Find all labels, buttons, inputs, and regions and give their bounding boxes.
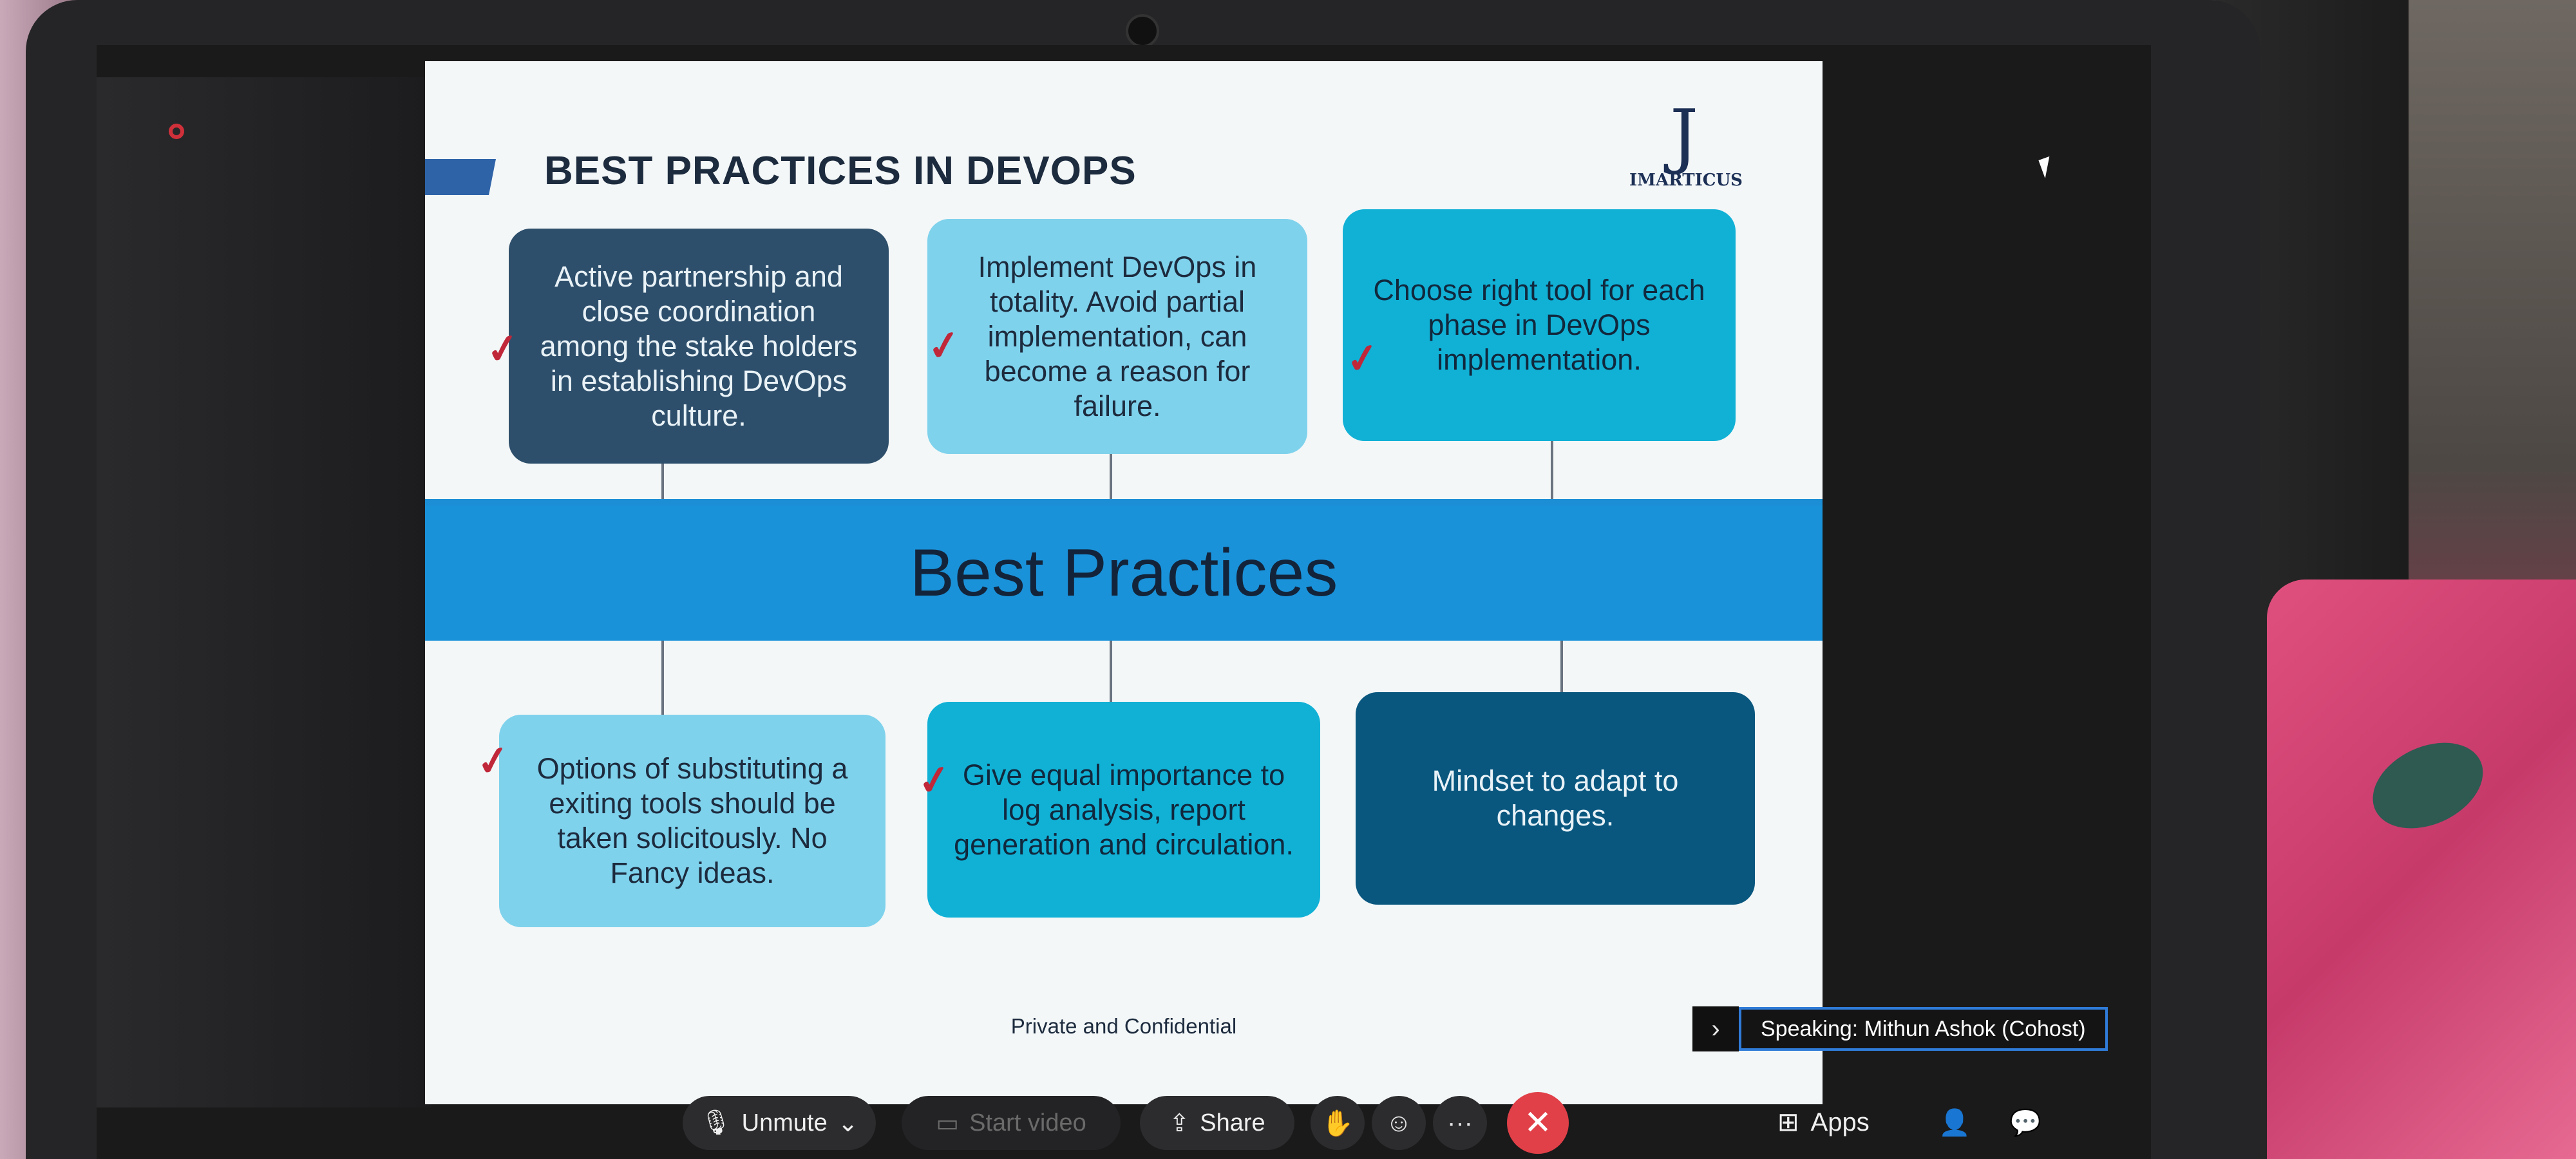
end-call-icon: ✕ bbox=[1524, 1104, 1552, 1142]
reactions-button[interactable]: ☺ bbox=[1372, 1096, 1426, 1150]
connector-line bbox=[661, 641, 664, 782]
logo-icon: J bbox=[1669, 94, 1699, 176]
apps-icon: ⊞ bbox=[1777, 1108, 1799, 1136]
more-options-button[interactable]: ··· bbox=[1433, 1096, 1487, 1150]
connector-line bbox=[661, 464, 664, 509]
speaking-label: Speaking: Mithun Ashok (Cohost) bbox=[1739, 1007, 2108, 1051]
share-label: Share bbox=[1200, 1109, 1265, 1136]
video-off-icon: ▭ bbox=[936, 1109, 960, 1137]
webcam bbox=[1126, 14, 1159, 48]
band-label: Best Practices bbox=[909, 535, 1338, 610]
checkmark-icon: ✓ bbox=[483, 325, 523, 374]
checkmark-icon: ✓ bbox=[1343, 334, 1383, 384]
share-button[interactable]: ⇪ Share bbox=[1140, 1096, 1294, 1150]
connector-line bbox=[1551, 441, 1553, 509]
unmute-button[interactable]: 🎙 Unmute ⌄ bbox=[683, 1096, 876, 1150]
unmute-label: Unmute bbox=[741, 1109, 828, 1136]
start-video-button[interactable]: ▭ Start video bbox=[902, 1096, 1121, 1150]
practice-box-6: Mindset to adapt to changes. bbox=[1356, 692, 1755, 905]
raise-hand-button[interactable]: ✋ bbox=[1311, 1096, 1365, 1150]
more-icon: ··· bbox=[1447, 1108, 1473, 1137]
reactions-icon: ☺ bbox=[1385, 1108, 1412, 1137]
share-icon: ⇪ bbox=[1169, 1109, 1190, 1137]
start-video-label: Start video bbox=[969, 1109, 1086, 1136]
meeting-toolbar: 🎙 Unmute ⌄ ▭ Start video ⇪ Share ✋ ☺ ···… bbox=[670, 1088, 2151, 1159]
apps-button[interactable]: ⊞ Apps bbox=[1777, 1107, 1870, 1137]
slide-footer: Private and Confidential bbox=[1010, 1014, 1237, 1038]
connector-line bbox=[1110, 454, 1112, 509]
checkmark-icon: ✓ bbox=[924, 321, 964, 371]
best-practices-band: Best Practices bbox=[425, 505, 1823, 641]
title-accent-bar bbox=[425, 159, 496, 195]
shared-slide: BEST PRACTICES IN DEVOPS J IMARTICUS Act… bbox=[425, 61, 1823, 1104]
mic-muted-icon: 🎙 bbox=[700, 1109, 732, 1136]
screen-reflection bbox=[97, 77, 431, 1107]
apps-label: Apps bbox=[1810, 1107, 1870, 1136]
chat-icon: 💬 bbox=[2009, 1109, 2041, 1137]
chat-button[interactable]: 💬 bbox=[2009, 1107, 2041, 1138]
band-accent bbox=[425, 499, 1823, 507]
practice-box-4: Options of substituting a exiting tools … bbox=[499, 715, 886, 927]
chevron-down-icon[interactable]: ⌄ bbox=[837, 1109, 858, 1137]
end-call-button[interactable]: ✕ bbox=[1507, 1092, 1569, 1154]
checkmark-icon: ✓ bbox=[473, 737, 513, 786]
imarticus-logo: J IMARTICUS bbox=[1629, 94, 1743, 203]
raise-hand-icon: ✋ bbox=[1321, 1109, 1354, 1138]
practice-box-2: Implement DevOps in totality. Avoid part… bbox=[927, 219, 1307, 454]
practice-box-1: Active partnership and close coordinatio… bbox=[509, 229, 889, 464]
background-right bbox=[2215, 0, 2576, 1159]
recording-indicator-icon bbox=[169, 124, 184, 139]
slide-title: BEST PRACTICES IN DEVOPS bbox=[544, 149, 1137, 193]
participants-icon: 👤 bbox=[1938, 1109, 1971, 1137]
checkmark-icon: ✓ bbox=[914, 756, 954, 806]
logo-wordmark: IMARTICUS bbox=[1629, 171, 1743, 190]
speaking-indicator: › Speaking: Mithun Ashok (Cohost) bbox=[1692, 1006, 2108, 1051]
background-cloth bbox=[2267, 580, 2576, 1159]
practice-box-3: Choose right tool for each phase in DevO… bbox=[1343, 209, 1736, 441]
practice-box-5: Give equal importance to log analysis, r… bbox=[927, 702, 1320, 918]
participants-button[interactable]: 👤 bbox=[1938, 1107, 1971, 1138]
expand-chevron-icon[interactable]: › bbox=[1692, 1006, 1739, 1051]
